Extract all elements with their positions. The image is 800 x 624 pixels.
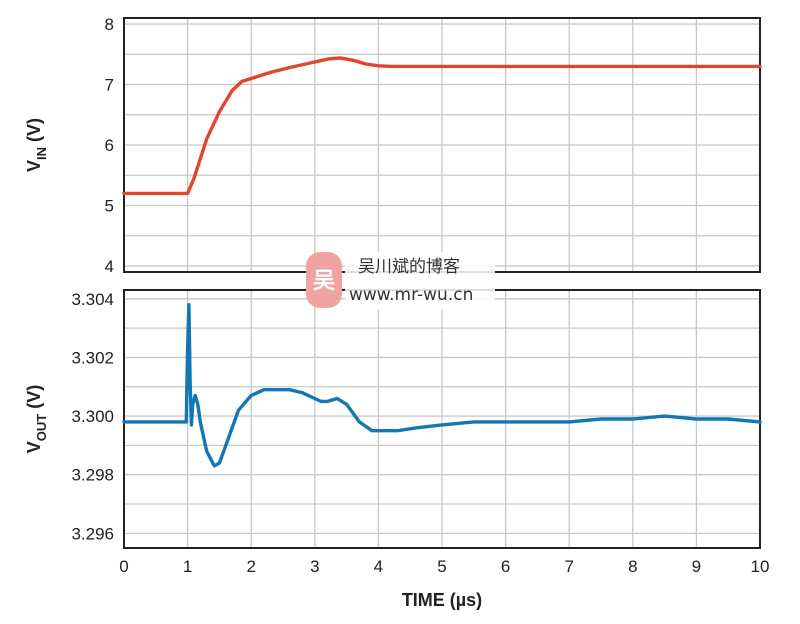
xtick-label: 7 — [564, 557, 573, 576]
vin-ytick-label: 7 — [105, 76, 114, 95]
xtick-label: 0 — [119, 557, 128, 576]
vin-ytick-label: 4 — [105, 257, 114, 276]
vin-series-line — [122, 56, 762, 196]
xtick-label: 6 — [501, 557, 510, 576]
panel-vout: 3.296 3.298 3.300 3.302 3.304 VOUT (V) — [24, 289, 762, 549]
xtick-label: 9 — [692, 557, 701, 576]
watermark-bg — [345, 252, 495, 310]
xtick-label: 2 — [246, 557, 255, 576]
watermark-logo — [306, 252, 342, 308]
vout-ytick-label: 3.296 — [71, 524, 114, 543]
vout-ytick-label: 3.300 — [71, 407, 114, 426]
watermark-logo-glyph: 吴 — [313, 269, 335, 294]
vin-ylabel: VIN (V) — [24, 118, 49, 172]
vout-ytick-label: 3.304 — [71, 290, 114, 309]
watermark: 吴 吴川斌的博客 www.mr-wu.cn — [306, 252, 495, 310]
vin-ytick-label: 6 — [105, 136, 114, 155]
xtick-label: 8 — [628, 557, 637, 576]
vout-series-line — [122, 303, 762, 468]
xtick-label: 4 — [374, 557, 383, 576]
watermark-title: 吴川斌的博客 — [358, 257, 460, 277]
xtick-label: 1 — [183, 557, 192, 576]
panel-vin: 4 5 6 7 8 VIN (V) — [24, 15, 762, 276]
vout-ytick-label: 3.298 — [71, 466, 114, 485]
vout-ytick-label: 3.302 — [71, 348, 114, 367]
xaxis-label: TIME (µs) — [402, 590, 482, 610]
vout-ylabel: VOUT (V) — [24, 385, 49, 453]
watermark-url: www.mr-wu.cn — [349, 285, 473, 305]
xtick-label: 3 — [310, 557, 319, 576]
xtick-label: 10 — [751, 557, 770, 576]
vin-ytick-label: 8 — [105, 15, 114, 34]
vin-ytick-label: 5 — [105, 196, 114, 215]
xtick-label: 5 — [437, 557, 446, 576]
